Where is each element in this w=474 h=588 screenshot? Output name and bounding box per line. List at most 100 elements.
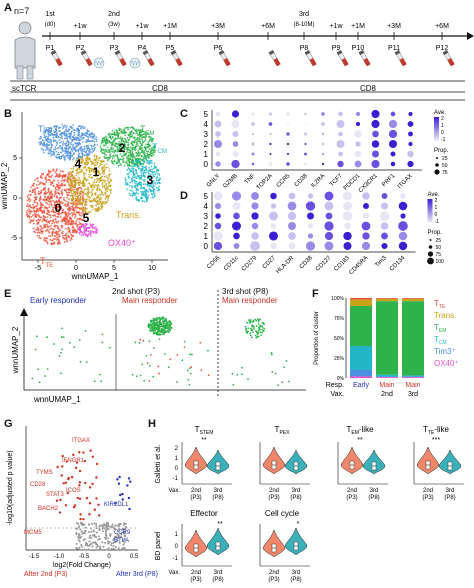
dot xyxy=(287,123,289,125)
legend-ave-tick: 2 xyxy=(435,198,438,204)
dot xyxy=(371,159,380,169)
dot xyxy=(408,141,413,147)
umap-point xyxy=(58,241,60,244)
umap-point xyxy=(137,166,139,169)
umap-point xyxy=(109,189,112,192)
cell-point xyxy=(53,343,56,345)
umap-point xyxy=(70,233,72,236)
gene-point xyxy=(93,522,96,525)
umap-point xyxy=(75,174,78,176)
umap-point xyxy=(29,221,31,224)
umap-point xyxy=(28,208,31,211)
umap-point xyxy=(103,138,106,141)
umap-point xyxy=(72,202,74,205)
umap-point xyxy=(80,207,83,209)
marker-label: GZMB xyxy=(222,173,239,190)
umap-point xyxy=(83,200,86,203)
umap-point xyxy=(94,231,97,234)
gene-point xyxy=(77,536,80,539)
umap-point xyxy=(93,186,96,189)
umap-point xyxy=(39,237,42,240)
umap-point xyxy=(127,126,130,129)
gene-point xyxy=(64,504,68,507)
umap-point xyxy=(119,162,122,165)
umap-point xyxy=(80,170,83,173)
cell-point xyxy=(60,372,63,375)
umap-point xyxy=(143,188,146,191)
umap-point xyxy=(104,187,107,190)
umap-point xyxy=(92,184,94,186)
umap-point xyxy=(38,198,41,200)
umap-point xyxy=(81,152,84,155)
umap-point xyxy=(67,171,70,174)
legend-ave-title: Ave. xyxy=(434,110,446,116)
y-tick-label: 0 xyxy=(175,466,179,472)
cell-point xyxy=(84,330,87,332)
umap-point xyxy=(118,147,121,150)
gene-point xyxy=(121,528,124,531)
bar-segment xyxy=(402,375,424,377)
gene-point xyxy=(110,526,113,529)
umap-point xyxy=(93,198,95,201)
umap-point xyxy=(51,209,54,212)
umap-point xyxy=(136,174,139,177)
umap-point xyxy=(56,185,58,188)
umap-point xyxy=(106,140,109,143)
umap-point xyxy=(76,149,79,152)
gene-point xyxy=(115,535,118,538)
cell-point xyxy=(158,329,161,332)
umap-point xyxy=(75,188,78,191)
umap-point xyxy=(71,226,74,229)
marker-label: TCF7 xyxy=(329,173,344,188)
umap-point xyxy=(85,150,88,153)
umap-point xyxy=(61,230,64,233)
umap-point xyxy=(42,210,45,213)
gene-point xyxy=(95,524,98,527)
umap-point xyxy=(86,129,89,132)
umap-point xyxy=(43,207,46,209)
gene-point xyxy=(82,539,85,542)
umap-point xyxy=(138,168,140,170)
x-sub: (P8) xyxy=(444,495,455,501)
tube-cap xyxy=(114,50,121,56)
y-tick-label: 5 xyxy=(13,155,17,162)
umap-point xyxy=(112,147,115,150)
umap-point xyxy=(104,197,107,200)
umap-point xyxy=(71,139,74,142)
gene-point xyxy=(112,541,115,544)
umap-point xyxy=(106,190,109,193)
tube-blood xyxy=(309,58,317,67)
umap-point xyxy=(97,161,99,164)
umap-point xyxy=(76,230,78,233)
dot xyxy=(304,162,307,166)
vaccine-dot xyxy=(131,61,133,63)
umap-point xyxy=(54,186,57,189)
umap-point xyxy=(123,164,126,167)
cell-point xyxy=(153,324,155,327)
vaccine-dot xyxy=(101,61,103,63)
cell-point xyxy=(165,317,167,320)
umap-point xyxy=(36,231,39,234)
umap-point xyxy=(140,177,143,180)
umap-point xyxy=(105,163,107,165)
dot xyxy=(231,119,240,129)
panel-letter-e: E xyxy=(4,288,12,300)
umap-point xyxy=(98,172,101,175)
umap-point xyxy=(74,229,76,232)
cell-point xyxy=(167,324,170,327)
umap-point xyxy=(39,207,41,210)
gene-point xyxy=(83,548,86,551)
umap-point xyxy=(59,216,62,218)
cell-point xyxy=(158,333,161,336)
umap-point xyxy=(50,154,53,157)
umap-point xyxy=(79,226,82,229)
umap-point xyxy=(128,151,130,154)
x-tick-label: 10 xyxy=(148,265,156,272)
umap-point xyxy=(124,177,127,180)
umap-point xyxy=(151,171,154,174)
cell-point xyxy=(254,334,257,337)
umap-point xyxy=(71,196,74,199)
umap-point xyxy=(68,198,70,201)
umap-point xyxy=(98,188,101,191)
umap-point xyxy=(88,152,91,155)
